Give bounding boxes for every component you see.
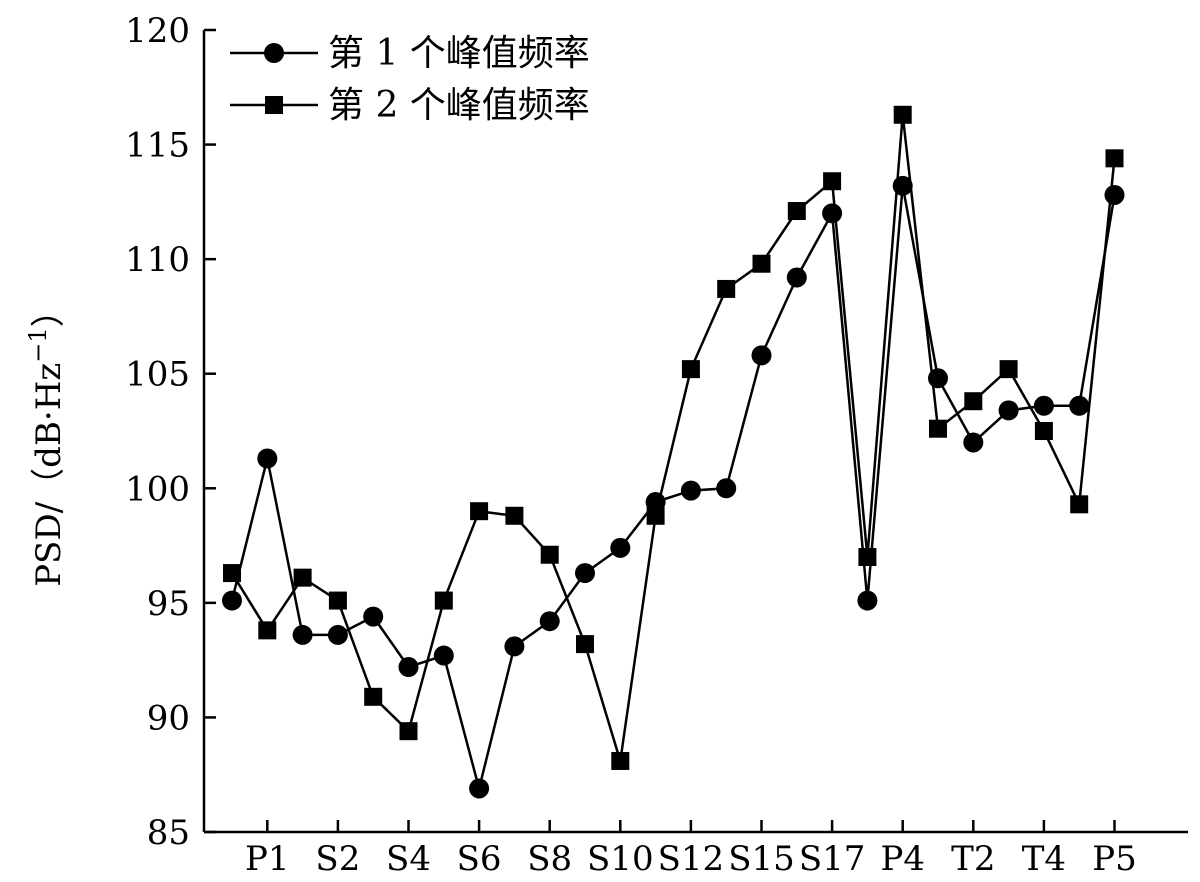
data-point [646,506,665,525]
y-axis-ticks: 85 90 95 100 105 110 115 120 [125,11,216,853]
data-point [787,202,806,221]
data-point [751,345,772,366]
data-point [1070,495,1089,514]
data-point [327,624,348,645]
y-tick-label: 115 [125,126,190,166]
data-point [999,360,1018,379]
data-point [752,254,771,273]
data-point [576,635,594,654]
data-point [998,400,1019,421]
legend-label: 第 1 个峰值频率 [328,33,590,74]
legend-marker-circle [264,43,284,63]
data-point [858,548,877,567]
y-axis-title: PSD/（dB·Hz−1） [24,293,69,586]
x-tick-label: S4 [386,839,431,879]
data-point [786,267,807,288]
x-tick-label: S12 [658,839,725,879]
x-axis-ticks: P1 S2 S4 S6 S8 S10 S12 S15 S17 P4 T2 T4 P5 [245,820,1137,879]
series-2 [223,105,1124,770]
legend-marker-square [265,96,283,114]
x-tick-label: S6 [457,839,502,879]
data-point [292,624,313,645]
data-point [1104,184,1125,205]
data-point [222,590,242,611]
data-point [893,105,912,124]
y-tick-label: 110 [125,240,190,280]
data-point [717,279,736,298]
x-tick-label: T2 [951,839,995,879]
data-point [469,778,490,799]
x-tick-label: S17 [799,839,866,879]
data-point [540,545,559,564]
data-point [823,172,842,191]
data-point [434,591,453,610]
data-point [1033,395,1054,416]
data-point [505,506,524,525]
y-tick-label: 105 [125,355,190,395]
y-tick-label: 95 [147,584,190,624]
data-point [963,432,984,453]
x-tick-label: T4 [1022,839,1066,879]
data-point [929,419,947,438]
data-point [293,568,312,587]
y-tick-label: 120 [125,11,190,51]
data-point [433,645,454,666]
data-point [399,722,418,741]
series-layer [222,105,1125,799]
x-tick-label: S2 [315,839,360,879]
data-point [223,564,241,583]
data-point [716,478,737,499]
x-tick-label: P1 [245,839,290,879]
x-tick-label: P5 [1092,839,1137,879]
y-axis-title-close: ） [29,293,69,327]
y-axis-title-main: PSD/（dB·Hz [29,363,69,587]
data-point [681,360,700,379]
data-point [857,590,878,611]
y-tick-label: 85 [147,813,190,853]
data-point [964,392,983,411]
data-point [575,563,595,584]
legend-label: 第 2 个峰值频率 [328,85,590,126]
data-point [470,502,489,521]
data-point [258,621,277,640]
axes [202,30,1188,834]
data-point [1034,422,1053,440]
y-axis-title-superscript: −1 [24,327,52,362]
y-tick-label: 90 [147,698,190,738]
data-point [504,636,525,657]
data-point [257,448,278,469]
x-tick-label: P4 [880,839,925,879]
series-1 [222,175,1125,799]
x-tick-label: S10 [587,839,654,879]
data-point [363,606,384,627]
y-tick-label: 100 [125,469,190,509]
data-point [1069,395,1090,416]
data-point [328,591,347,610]
data-point [611,751,630,770]
x-tick-label: S15 [728,839,795,879]
series-line [230,185,1116,789]
data-point [1105,149,1124,168]
data-point [610,537,631,558]
data-point [364,687,383,706]
data-point [398,657,419,678]
data-point [822,203,843,224]
x-tick-label: S8 [527,839,572,879]
data-point [539,611,560,632]
data-point [680,480,701,501]
